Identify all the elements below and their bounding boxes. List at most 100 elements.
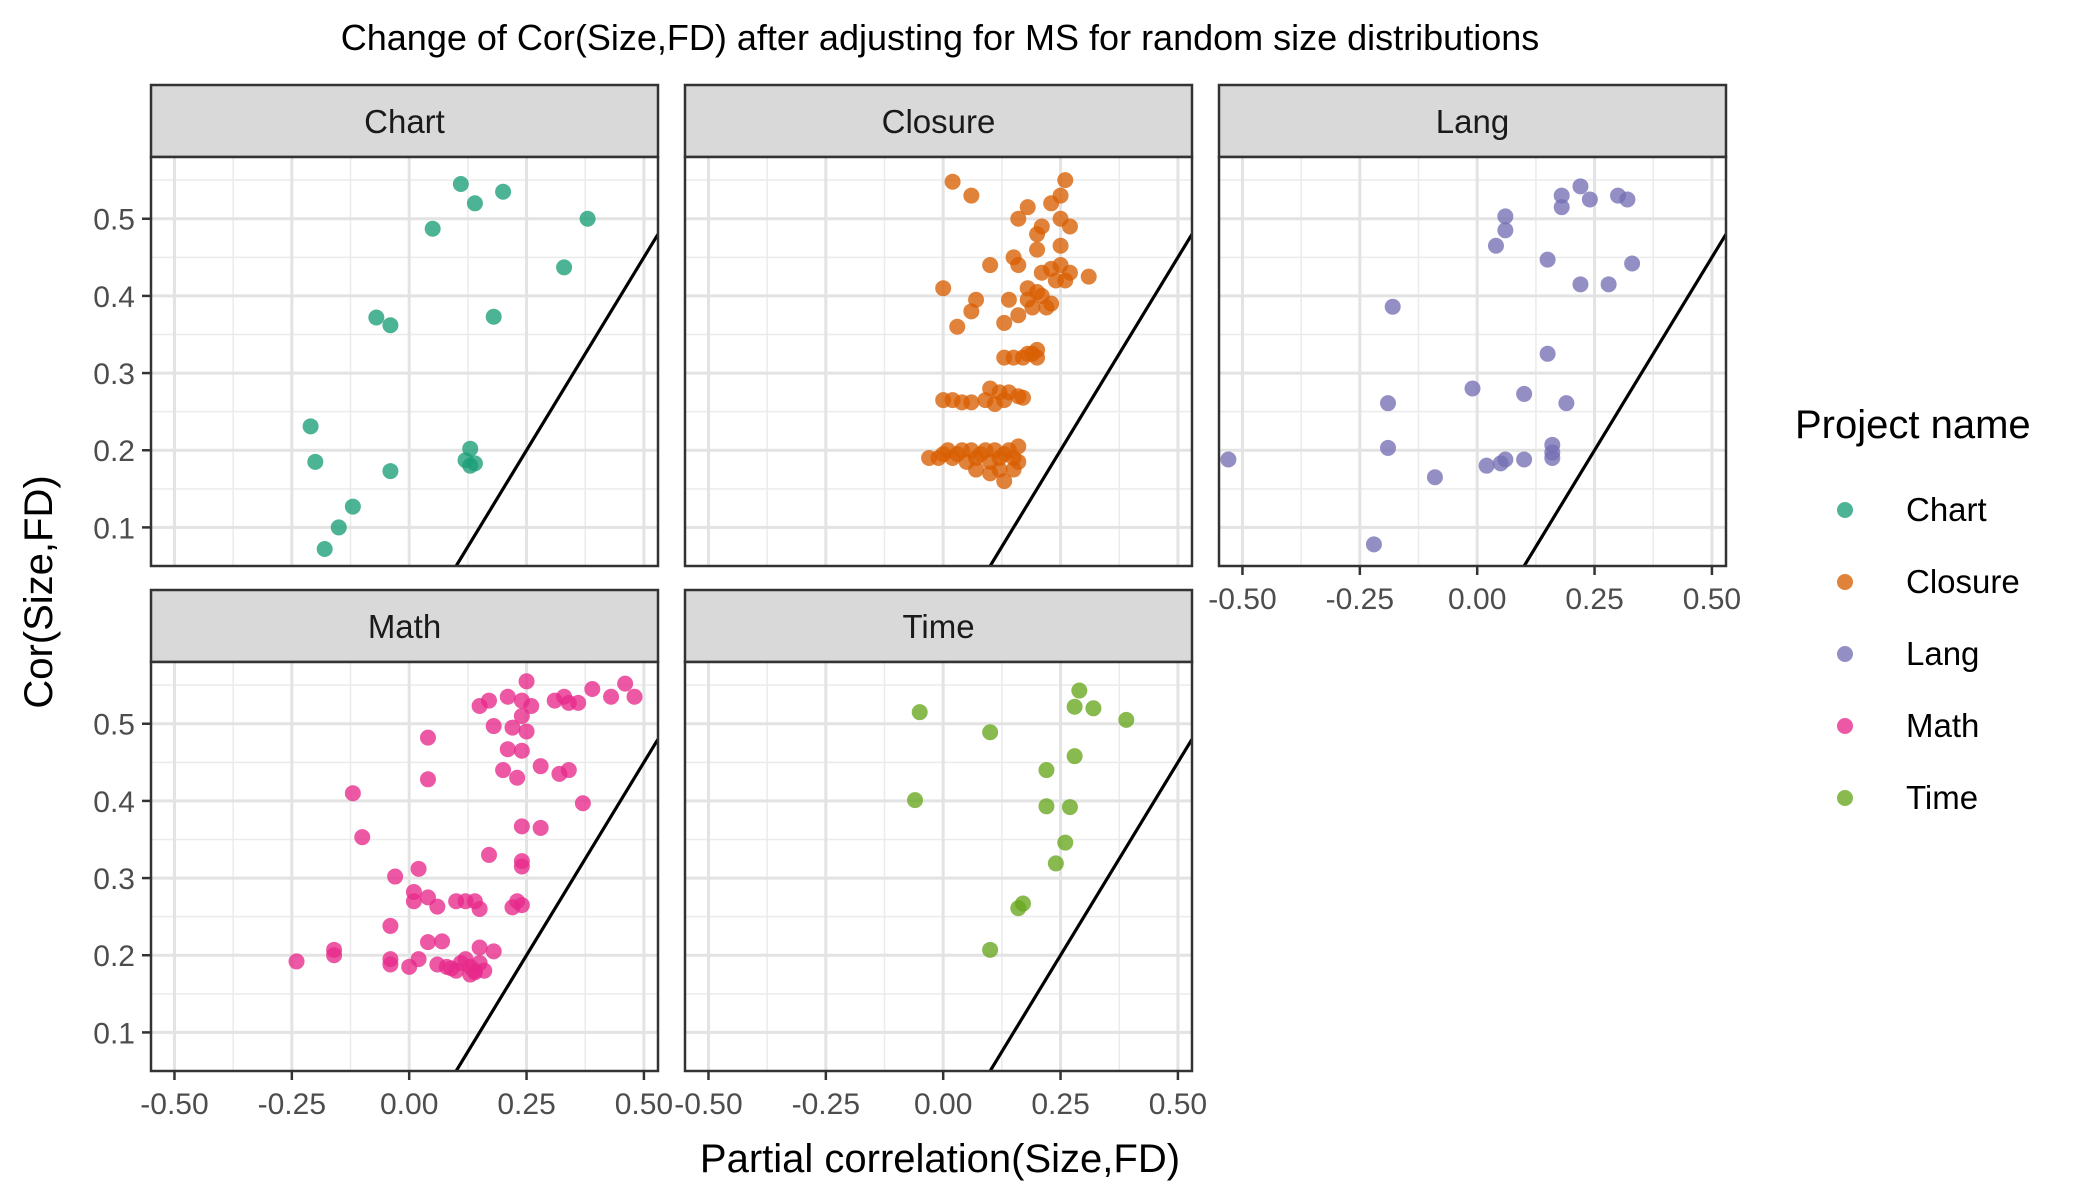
point-chart: [424, 220, 441, 237]
point-math: [504, 899, 521, 916]
point-chart: [382, 317, 399, 334]
point-lang: [1624, 255, 1641, 272]
point-chart: [579, 210, 596, 227]
point-chart: [302, 418, 319, 435]
point-math: [495, 762, 512, 779]
x-tick-label: -0.25: [1326, 583, 1394, 616]
point-math: [419, 934, 436, 951]
y-tick-label: 0.5: [93, 709, 135, 742]
point-closure: [1010, 307, 1027, 324]
reference-line-math: [454, 738, 658, 1071]
legend-title: Project name: [1795, 403, 2031, 447]
x-tick-label: 0.00: [1448, 583, 1506, 616]
point-math: [410, 860, 427, 877]
panel-border-time: [683, 660, 1194, 1073]
point-time: [907, 792, 924, 809]
point-lang: [1544, 449, 1561, 466]
point-lang: [1220, 451, 1237, 468]
legend-label-time: Time: [1906, 779, 1978, 816]
legend-item-time: Time: [1837, 779, 1978, 816]
point-chart: [368, 309, 385, 326]
point-math: [344, 785, 361, 802]
point-closure: [996, 392, 1013, 409]
point-math: [518, 723, 535, 740]
strip-chart: [149, 83, 660, 159]
point-closure: [949, 318, 966, 335]
points-chart: [302, 176, 596, 558]
point-math: [560, 762, 577, 779]
legend-key-closure: [1837, 574, 1853, 590]
x-tick-label: -0.25: [258, 1088, 326, 1121]
point-time: [911, 704, 928, 721]
y-tick-label: 0.5: [93, 204, 135, 237]
point-math: [626, 688, 643, 705]
legend-label-chart: Chart: [1906, 491, 1987, 528]
point-math: [509, 769, 526, 786]
x-tick-label: -0.50: [140, 1088, 208, 1121]
x-tick-label: 0.25: [1031, 1088, 1089, 1121]
point-math: [387, 868, 404, 885]
point-closure: [1029, 349, 1046, 366]
y-tick-label: 0.2: [93, 940, 135, 973]
point-chart: [556, 259, 573, 276]
point-math: [499, 688, 516, 705]
panel-closure: Closure: [683, 83, 1194, 568]
point-closure: [1052, 187, 1069, 204]
point-closure: [1019, 199, 1036, 216]
point-closure: [1010, 210, 1027, 227]
legend-key-lang: [1837, 646, 1853, 662]
point-time: [1118, 711, 1135, 728]
point-math: [513, 708, 530, 725]
points-lang: [1220, 178, 1641, 553]
point-lang: [1380, 395, 1396, 412]
point-closure: [1010, 257, 1027, 274]
point-math: [354, 829, 371, 846]
point-math: [466, 962, 483, 979]
point-chart: [307, 453, 324, 470]
panels: Chart 0.1 0.2 0.3 0.4 0.5 Closure Lang -0.50 -0.2…: [93, 83, 1741, 1121]
point-lang: [1384, 298, 1401, 315]
point-chart: [495, 183, 512, 200]
panel-background-math: [151, 662, 658, 1071]
x-tick-label: -0.50: [1208, 583, 1276, 616]
strip-label-lang: Lang: [1436, 103, 1509, 140]
point-closure: [968, 461, 985, 478]
x-tick-label: 0.50: [1683, 583, 1741, 616]
x-tick-label: 0.25: [1565, 583, 1623, 616]
reference-line-lang: [1522, 233, 1726, 566]
point-math: [513, 818, 530, 835]
x-axis-label: Partial correlation(Size,FD): [700, 1137, 1180, 1181]
point-math: [570, 694, 587, 711]
point-lang: [1553, 187, 1570, 204]
point-time: [1057, 834, 1074, 851]
x-tick-label: 0.25: [497, 1088, 555, 1121]
point-chart: [466, 195, 483, 212]
point-lang: [1572, 276, 1589, 293]
point-math: [419, 771, 436, 788]
point-time: [1066, 698, 1083, 715]
point-math: [504, 719, 521, 736]
point-chart: [452, 176, 469, 193]
point-lang: [1600, 276, 1617, 293]
point-lang: [1497, 208, 1514, 225]
point-closure: [1000, 291, 1017, 308]
reference-line-closure: [988, 233, 1192, 566]
chart-title: Change of Cor(Size,FD) after adjusting f…: [341, 17, 1540, 58]
point-closure: [963, 394, 980, 411]
point-chart: [382, 463, 399, 480]
point-time: [1010, 900, 1027, 917]
panel-border-chart: [149, 155, 660, 568]
point-math: [405, 893, 422, 910]
legend: Project name Chart Closure Lang Math Time: [1795, 403, 2031, 816]
y-axis-label: Cor(Size,FD): [17, 475, 61, 708]
point-math: [429, 898, 446, 915]
point-chart: [330, 519, 347, 536]
point-lang: [1497, 222, 1514, 239]
panel-lang: Lang -0.50 -0.25 0.00 0.25 0.50: [1208, 83, 1741, 616]
point-math: [471, 939, 488, 956]
point-math: [382, 956, 399, 973]
point-lang: [1572, 178, 1589, 195]
reference-line-time: [988, 738, 1192, 1071]
point-closure: [963, 187, 980, 204]
